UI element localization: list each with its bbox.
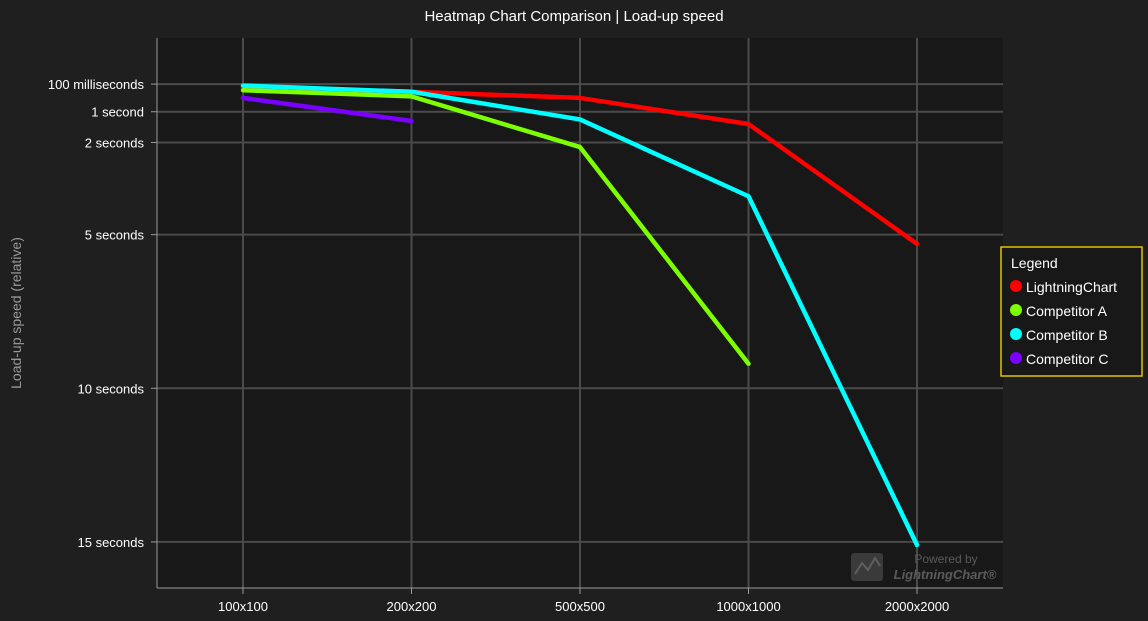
y-tick-label: 15 seconds bbox=[78, 535, 145, 550]
x-tick-label: 100x100 bbox=[218, 599, 268, 614]
legend-marker bbox=[1010, 304, 1022, 316]
y-tick-label: 5 seconds bbox=[85, 228, 145, 243]
lightningchart-logo-icon bbox=[851, 553, 883, 581]
legend-item-label: Competitor A bbox=[1026, 303, 1108, 319]
series-line-competitor-b bbox=[240, 83, 920, 548]
series-lines bbox=[240, 83, 920, 548]
series-line-competitor-a bbox=[240, 87, 751, 366]
grid-lines bbox=[157, 38, 1003, 588]
legend-item-label: Competitor C bbox=[1026, 351, 1108, 367]
legend-item-label: LightningChart bbox=[1026, 279, 1117, 295]
x-tick-label: 1000x1000 bbox=[716, 599, 780, 614]
y-tick-label: 10 seconds bbox=[78, 381, 145, 396]
legend-item-label: Competitor B bbox=[1026, 327, 1108, 343]
legend: Legend LightningChart Competitor A Competi… bbox=[1000, 246, 1143, 377]
watermark: Powered by LightningChart® bbox=[851, 552, 997, 582]
legend-marker bbox=[1010, 280, 1022, 292]
y-tick-label: 2 seconds bbox=[85, 135, 145, 150]
y-tick-labels: 100 milliseconds 1 second 2 seconds 5 secon… bbox=[48, 77, 157, 550]
y-tick-label: 100 milliseconds bbox=[48, 77, 145, 92]
legend-marker bbox=[1010, 328, 1022, 340]
legend-marker bbox=[1010, 352, 1022, 364]
watermark-powered-by: Powered by bbox=[914, 552, 977, 566]
legend-title: Legend bbox=[1011, 255, 1058, 271]
y-axis-title: Load-up speed (relative) bbox=[8, 237, 24, 389]
series-line-competitor-c bbox=[240, 95, 414, 124]
y-tick-label: 1 second bbox=[91, 105, 144, 120]
x-tick-label: 200x200 bbox=[387, 599, 437, 614]
chart-title: Heatmap Chart Comparison | Load-up speed bbox=[424, 8, 723, 25]
watermark-brand: LightningChart® bbox=[894, 567, 997, 582]
x-tick-labels: 100x100 200x200 500x500 1000x1000 2000x2000 bbox=[218, 588, 949, 614]
x-tick-label: 2000x2000 bbox=[885, 599, 949, 614]
x-tick-label: 500x500 bbox=[555, 599, 605, 614]
legend-box bbox=[1000, 246, 1143, 377]
